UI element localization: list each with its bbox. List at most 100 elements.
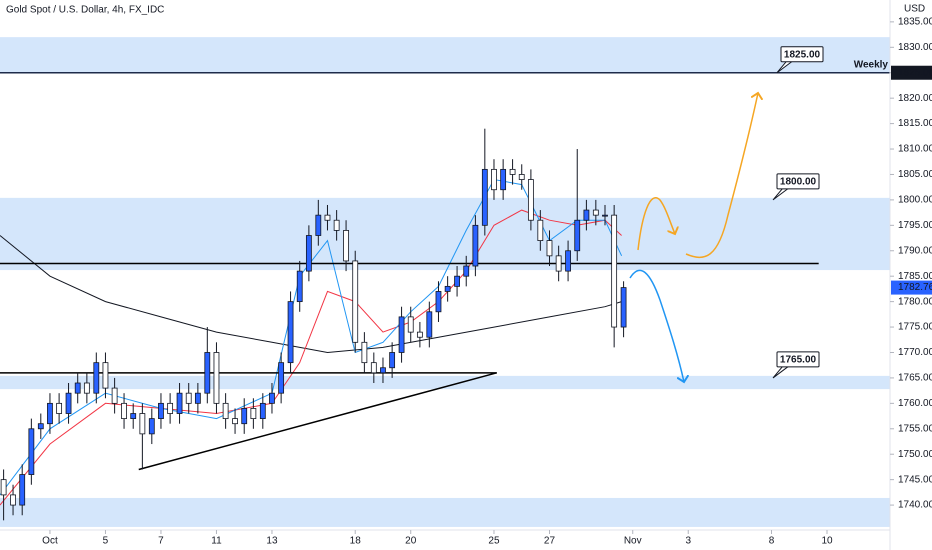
y-tick-label: 1815.00 bbox=[898, 118, 932, 129]
candle-body bbox=[121, 402, 127, 420]
candle-body bbox=[158, 402, 164, 420]
candle-body bbox=[324, 214, 331, 221]
candle-body bbox=[213, 352, 220, 404]
y-tick-label: 1740.00 bbox=[898, 500, 932, 511]
price-tag bbox=[891, 65, 932, 80]
candle-body bbox=[555, 255, 562, 272]
x-tick-label: 20 bbox=[405, 536, 417, 547]
candle-body bbox=[167, 402, 174, 414]
price-tag-label: 1825.00 bbox=[898, 67, 932, 78]
y-tick-label: 1795.00 bbox=[898, 220, 932, 231]
candle-body bbox=[241, 408, 248, 425]
plot-area bbox=[0, 37, 890, 527]
callout-box bbox=[780, 46, 824, 63]
x-tick-label: 3 bbox=[685, 536, 691, 547]
y-tick-label: 1800.00 bbox=[898, 195, 932, 206]
level-note: Weekly bbox=[854, 59, 889, 70]
zone bbox=[0, 497, 890, 527]
candle-body bbox=[574, 219, 581, 252]
candle-body bbox=[389, 352, 396, 369]
zone bbox=[0, 375, 890, 390]
candle-body bbox=[620, 287, 627, 328]
candle-body bbox=[407, 316, 414, 333]
candle-body bbox=[583, 209, 590, 221]
candle-body bbox=[500, 168, 507, 191]
callout-pointer bbox=[772, 187, 790, 201]
candle-body bbox=[444, 285, 451, 292]
callout-box bbox=[776, 351, 820, 368]
candle-body bbox=[194, 392, 201, 404]
candle-body bbox=[222, 402, 229, 420]
x-tick-label: Nov bbox=[624, 536, 642, 547]
candle-body bbox=[47, 402, 53, 425]
y-tick-label: 1770.00 bbox=[898, 347, 932, 358]
level-line bbox=[138, 372, 497, 471]
projection-down bbox=[629, 269, 684, 382]
candle-body bbox=[602, 214, 608, 217]
candle-body bbox=[287, 301, 294, 364]
y-tick-label: 1760.00 bbox=[898, 398, 932, 409]
y-tick-label: 1775.00 bbox=[898, 322, 932, 333]
candle-body bbox=[305, 235, 312, 272]
candle-body bbox=[435, 291, 442, 313]
y-tick-label: 1830.00 bbox=[898, 42, 932, 53]
candle-body bbox=[361, 341, 368, 364]
projections bbox=[629, 93, 758, 382]
candle-body bbox=[65, 392, 72, 414]
callout-label: 1800.00 bbox=[780, 177, 817, 188]
overlay: 1825.00 1800.00 1765.00 Weekly bbox=[772, 46, 889, 379]
candle-body bbox=[463, 265, 470, 277]
y-tick-label: 1745.00 bbox=[898, 474, 932, 485]
callout-pointer bbox=[772, 365, 790, 379]
x-tick-label: Oct bbox=[42, 536, 58, 547]
candle-body bbox=[250, 408, 257, 420]
candle-body bbox=[472, 224, 479, 267]
y-tick-label: 1805.00 bbox=[898, 169, 932, 180]
axis-unit: USD bbox=[904, 4, 925, 15]
y-tick-label: 1820.00 bbox=[898, 93, 932, 104]
candle-body bbox=[380, 367, 386, 374]
candle-body bbox=[296, 270, 303, 303]
candle-body bbox=[278, 362, 285, 394]
candle-body bbox=[611, 214, 618, 328]
candle-body bbox=[185, 392, 192, 404]
candle-body bbox=[426, 311, 433, 338]
candle-body bbox=[28, 428, 35, 475]
candle-body bbox=[315, 214, 322, 236]
y-tick-label: 1810.00 bbox=[898, 144, 932, 155]
chart-title: Gold Spot / U.S. Dollar, 4h, FX_IDC bbox=[6, 5, 164, 16]
candle-body bbox=[176, 392, 183, 414]
candle-body bbox=[37, 423, 44, 430]
zone bbox=[0, 197, 890, 271]
y-tick-label: 1780.00 bbox=[898, 296, 932, 307]
y-tick-label: 1790.00 bbox=[898, 245, 932, 256]
candle-body bbox=[0, 479, 7, 496]
candle-body bbox=[139, 413, 146, 435]
candle-body bbox=[74, 382, 81, 394]
y-tick-label: 1750.00 bbox=[898, 449, 932, 460]
candle-body bbox=[491, 168, 497, 191]
candle-body bbox=[537, 219, 544, 241]
candle-body bbox=[269, 392, 275, 404]
x-tick-label: 7 bbox=[158, 536, 164, 547]
callout-label: 1765.00 bbox=[780, 355, 817, 366]
last-price-tag bbox=[891, 280, 932, 295]
y-tick-label: 1835.00 bbox=[898, 17, 932, 28]
candle-body bbox=[204, 352, 211, 394]
candle-body bbox=[19, 474, 26, 506]
callout-box bbox=[776, 173, 820, 190]
candle-body bbox=[398, 316, 405, 353]
callout-label: 1825.00 bbox=[784, 49, 821, 60]
last-price-label: 1782.76 bbox=[898, 282, 932, 293]
x-tick-label: 8 bbox=[769, 536, 775, 547]
x-tick-label: 25 bbox=[488, 536, 500, 547]
y-tick-label: 1765.00 bbox=[898, 373, 932, 384]
y-tick-label: 1785.00 bbox=[898, 271, 932, 282]
candle-body bbox=[333, 219, 340, 231]
candle-body bbox=[416, 331, 423, 338]
candle-body bbox=[259, 402, 266, 420]
candle-body bbox=[102, 362, 109, 389]
x-tick-label: 10 bbox=[821, 536, 833, 547]
candle-body bbox=[10, 494, 16, 506]
